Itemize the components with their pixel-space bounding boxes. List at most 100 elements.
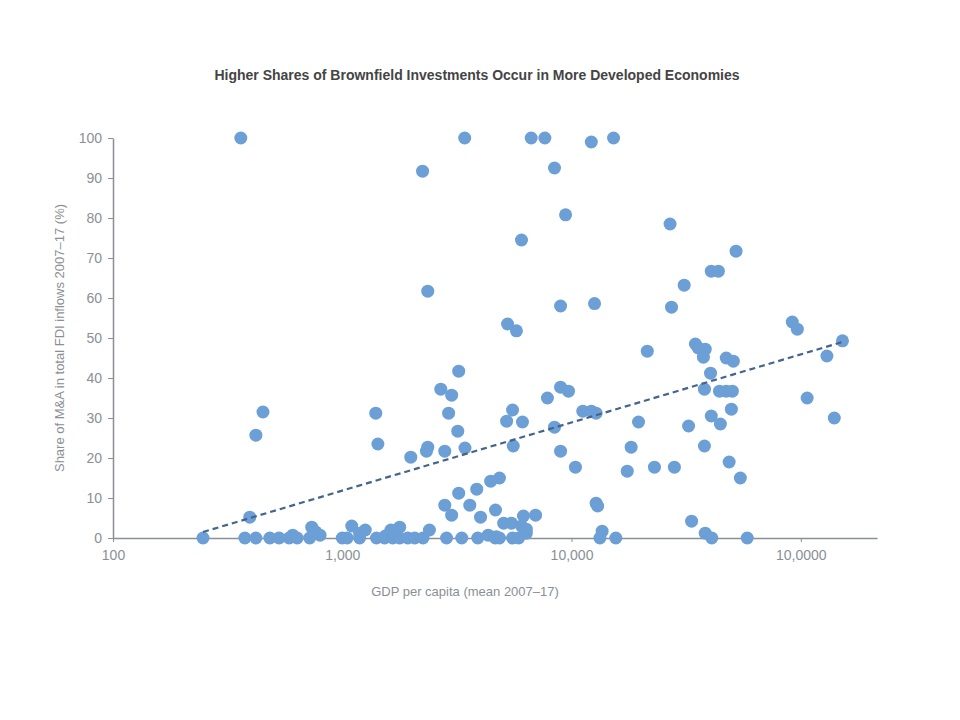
x-tick-label: 100 <box>102 547 126 563</box>
y-tick: 30 <box>86 410 113 426</box>
point <box>442 407 455 420</box>
point <box>510 324 523 337</box>
x-tick: 10,000 <box>551 538 594 563</box>
point <box>585 136 598 149</box>
point <box>665 301 678 314</box>
plot: 01020304050607080901001001,00010,00010,0… <box>79 130 878 563</box>
point <box>836 334 849 347</box>
point <box>458 132 471 145</box>
point <box>664 218 677 231</box>
point <box>541 392 554 405</box>
y-tick: 90 <box>86 170 113 186</box>
point <box>538 132 551 145</box>
point <box>303 532 316 545</box>
point <box>197 532 210 545</box>
point <box>588 297 601 310</box>
point <box>438 445 451 458</box>
y-tick-mark <box>108 298 113 299</box>
y-tick-mark <box>108 218 113 219</box>
point <box>609 532 622 545</box>
y-tick: 80 <box>86 210 113 226</box>
point <box>455 532 468 545</box>
y-tick-mark <box>108 418 113 419</box>
point <box>420 445 433 458</box>
point <box>484 475 497 488</box>
point <box>417 532 430 545</box>
y-axis-title: Share of M&A in total FDI inflows 2007–1… <box>52 204 67 472</box>
point <box>714 418 727 431</box>
y-tick-label: 70 <box>86 250 102 266</box>
point <box>452 365 465 378</box>
point <box>734 472 747 485</box>
point <box>440 532 453 545</box>
point <box>682 420 695 433</box>
y-tick-label: 60 <box>86 290 102 306</box>
y-tick-mark <box>108 338 113 339</box>
point <box>801 392 814 405</box>
x-axis: 1001,00010,00010,0000 <box>102 538 878 563</box>
trend-line <box>203 342 842 532</box>
point <box>493 532 506 545</box>
point <box>554 300 567 313</box>
point <box>625 441 638 454</box>
y-tick-label: 90 <box>86 170 102 186</box>
point <box>404 451 417 464</box>
y-tick-label: 100 <box>79 130 103 146</box>
point <box>515 234 528 247</box>
point <box>730 245 743 258</box>
y-tick-mark <box>108 138 113 139</box>
point <box>416 165 429 178</box>
point <box>591 500 604 513</box>
x-axis-title: GDP per capita (mean 2007–17) <box>371 584 559 599</box>
y-tick: 20 <box>86 450 113 466</box>
point <box>353 532 366 545</box>
point <box>725 403 738 416</box>
point <box>726 385 739 398</box>
y-tick: 60 <box>86 290 113 306</box>
x-tick: 10,0000 <box>776 538 827 563</box>
point <box>507 440 520 453</box>
x-tick-mark <box>113 538 114 542</box>
point <box>678 279 691 292</box>
point <box>569 461 582 474</box>
x-tick-mark <box>572 538 573 542</box>
y-tick-label: 0 <box>94 530 102 546</box>
y-tick-mark <box>108 258 113 259</box>
point <box>791 323 804 336</box>
point <box>470 483 483 496</box>
point <box>741 532 754 545</box>
y-tick: 10 <box>86 490 113 506</box>
y-tick-label: 80 <box>86 210 102 226</box>
title: Higher Shares of Brownfield Investments … <box>214 67 739 83</box>
x-tick-label: 10,000 <box>551 547 594 563</box>
point <box>554 445 567 458</box>
point <box>474 511 487 524</box>
chart: Higher Shares of Brownfield Investments … <box>0 0 960 720</box>
point <box>249 429 262 442</box>
y-tick: 50 <box>86 330 113 346</box>
point <box>529 509 542 522</box>
point <box>705 532 718 545</box>
point <box>506 404 519 417</box>
point <box>548 162 561 175</box>
y-tick-label: 50 <box>86 330 102 346</box>
y-tick: 70 <box>86 250 113 266</box>
x-tick-label: 10,0000 <box>776 547 827 563</box>
y-tick-mark <box>108 378 113 379</box>
point <box>668 461 681 474</box>
point <box>371 438 384 451</box>
point <box>641 345 654 358</box>
point <box>698 383 711 396</box>
point <box>525 132 538 145</box>
point <box>698 440 711 453</box>
y-tick-mark <box>108 498 113 499</box>
point <box>463 499 476 512</box>
point <box>341 532 354 545</box>
y-tick: 0 <box>94 530 113 546</box>
y-tick: 40 <box>86 370 113 386</box>
point <box>451 425 464 438</box>
point <box>704 367 717 380</box>
point <box>445 389 458 402</box>
point <box>648 461 661 474</box>
y-tick: 100 <box>79 130 113 146</box>
